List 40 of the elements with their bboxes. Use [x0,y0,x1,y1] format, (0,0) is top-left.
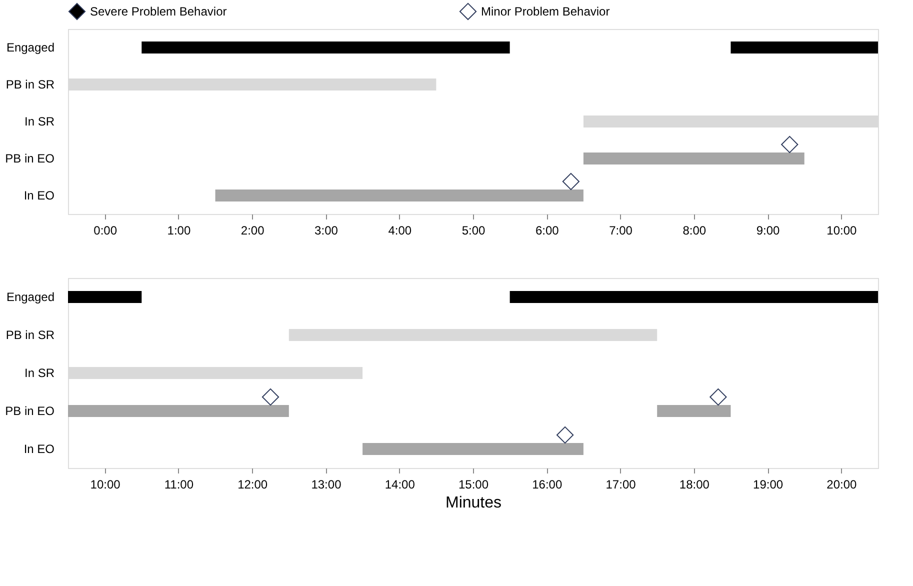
x-axis-title: Minutes [445,494,502,512]
x-tick-label: 16:00 [532,478,562,492]
y-tick-label: In SR [24,114,55,128]
bar [510,291,878,303]
x-tick-label: 10:00 [826,224,858,238]
x-tick-label: 9:00 [756,224,780,238]
x-tick-label: 14:00 [384,478,416,492]
y-tick-label: In EO [24,188,54,202]
x-tick-label: 12:00 [238,478,268,492]
bar [730,42,878,54]
x-tick-label: 2:00 [240,224,265,238]
x-tick-label: 6:00 [535,224,560,238]
x-tick-label: 18:00 [679,478,710,492]
x-tick-label: 10:00 [90,478,121,492]
x-tick-label: 8:00 [682,224,706,238]
x-tick-label: 20:00 [826,478,858,492]
bar [288,329,658,341]
y-tick-label: Engaged [6,40,54,54]
bar [215,190,584,202]
legend-label: Minor Problem Behavior [481,4,610,18]
bar [583,152,804,164]
x-tick-label: 17:00 [606,478,636,492]
y-tick-label: Engaged [6,290,54,304]
x-tick-label: 5:00 [462,224,486,238]
y-tick-label: In EO [24,442,54,456]
x-tick-label: 1:00 [167,224,191,238]
y-tick-label: PB in EO [5,152,54,166]
x-tick-label: 7:00 [609,224,633,238]
x-tick-label: 3:00 [314,224,338,238]
x-tick-label: 11:00 [164,478,194,492]
x-tick-label: 13:00 [311,478,342,492]
x-tick-label: 19:00 [753,478,784,492]
x-tick-label: 0:00 [94,224,118,238]
y-tick-label: PB in SR [6,328,55,342]
y-tick-label: PB in SR [6,78,55,92]
x-tick-label: 15:00 [458,478,489,492]
y-tick-label: In SR [24,366,55,380]
legend-label: Severe Problem Behavior [90,4,227,18]
x-tick-label: 4:00 [388,224,412,238]
y-tick-label: PB in EO [5,404,54,418]
